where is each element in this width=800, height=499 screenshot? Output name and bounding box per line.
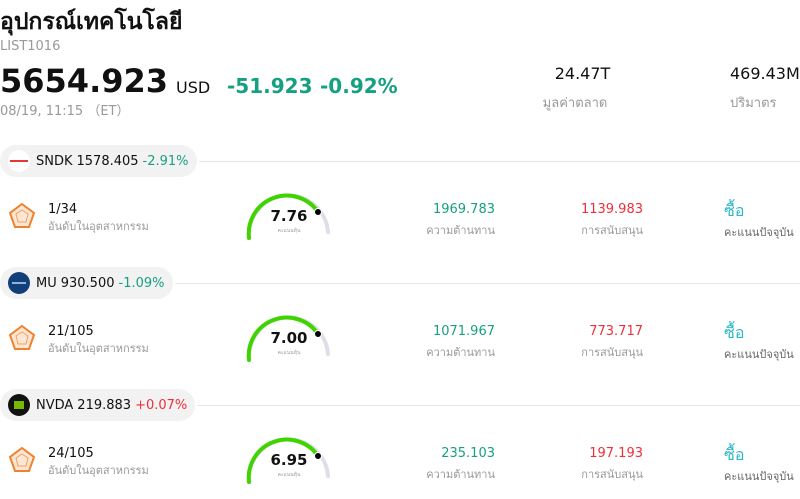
rank-icon-part — [8, 446, 36, 472]
stock-pill: SNDK 1578.405 -2.91% — [0, 145, 197, 177]
signal-label: คะแนนปัจจุบัน — [724, 348, 794, 361]
resistance-label: ความต้านทาน — [426, 224, 495, 237]
score-label: คะแนนหุ้น — [277, 472, 301, 478]
score: 7.00 — [270, 329, 308, 347]
ticker: MU — [36, 275, 57, 291]
logo-part — [8, 394, 30, 416]
title: อุปกรณ์เทคโนโลยี — [0, 9, 183, 35]
rank-icon-part — [15, 209, 29, 223]
rank: 21/105 — [48, 324, 94, 339]
rank-icon-part — [8, 324, 36, 350]
change: -1.09% — [118, 275, 165, 291]
logo-part — [8, 150, 30, 172]
rank-label: อันดับในอุตสาหกรรม — [48, 220, 149, 233]
score: 6.95 — [270, 451, 308, 469]
rank-icon-part — [15, 453, 29, 467]
rank-label: อันดับในอุตสาหกรรม — [48, 464, 149, 477]
logo-part — [14, 401, 24, 409]
gauge — [245, 314, 335, 368]
rank-icon-part — [8, 202, 36, 228]
resistance: 235.103 — [441, 446, 495, 461]
signal-label: คะแนนปัจจุบัน — [724, 226, 794, 239]
divider — [197, 405, 800, 406]
rank-icon-part — [8, 202, 36, 228]
currency: USD — [176, 78, 211, 97]
stat-value: 24.47T — [554, 64, 611, 83]
rank-icon-part — [8, 324, 36, 350]
price: 5654.923 — [0, 62, 169, 100]
stat-label: มูลค่าตลาด — [542, 96, 608, 111]
gauge-part — [246, 193, 320, 240]
logo — [8, 272, 30, 294]
change-percent: -0.92% — [320, 74, 398, 98]
divider — [175, 283, 800, 284]
rank: 24/105 — [48, 446, 94, 461]
stat-label: ปริมาตร — [730, 96, 777, 111]
ticker: SNDK — [36, 153, 73, 169]
logo-part — [10, 160, 28, 162]
support-label: การสนับสนุน — [581, 468, 643, 481]
gauge-part — [314, 208, 322, 216]
rank-icon — [8, 446, 36, 478]
stat-value: 469.43M — [730, 64, 800, 83]
support-label: การสนับสนุน — [581, 346, 643, 359]
score: 7.76 — [270, 207, 308, 225]
ticker: NVDA — [36, 397, 74, 413]
support-label: การสนับสนุน — [581, 224, 643, 237]
logo-part — [8, 272, 30, 294]
score-label: คะแนนหุ้น — [277, 350, 301, 356]
signal: ซื้อ — [724, 323, 745, 342]
price: 1578.405 — [76, 153, 139, 169]
stock-pill: NVDA 219.883 +0.07% — [0, 389, 196, 421]
resistance: 1969.783 — [432, 202, 495, 217]
gauge-part — [314, 330, 322, 338]
logo-part — [12, 282, 26, 284]
gauge — [245, 192, 335, 246]
resistance: 1071.967 — [432, 324, 495, 339]
rank-label: อันดับในอุตสาหกรรม — [48, 342, 149, 355]
resistance-label: ความต้านทาน — [426, 468, 495, 481]
code: LIST1016 — [0, 39, 61, 54]
support: 197.193 — [589, 446, 643, 461]
price: 219.883 — [77, 397, 132, 413]
gauge-part — [246, 193, 330, 240]
change: -51.923 — [227, 74, 313, 98]
signal-label: คะแนนปัจจุบัน — [724, 470, 794, 483]
change: -2.91% — [142, 153, 189, 169]
price: 930.500 — [60, 275, 115, 291]
signal: ซื้อ — [724, 201, 745, 220]
rank-icon — [8, 324, 36, 356]
rank-icon — [8, 202, 36, 234]
score-label: คะแนนหุ้น — [277, 228, 301, 234]
signal: ซื้อ — [724, 445, 745, 464]
rank-icon-part — [8, 446, 36, 472]
gauge-part — [246, 437, 330, 484]
stock-pill: MU 930.500 -1.09% — [0, 267, 173, 299]
rank: 1/34 — [48, 202, 78, 217]
gauge-part — [246, 437, 320, 484]
gauge-part — [246, 315, 330, 362]
support: 773.717 — [589, 324, 643, 339]
divider — [199, 161, 800, 162]
logo — [8, 394, 30, 416]
change: +0.07% — [135, 397, 188, 413]
gauge-part — [246, 315, 320, 362]
gauge — [245, 436, 335, 490]
support: 1139.983 — [580, 202, 643, 217]
gauge-part — [314, 452, 322, 460]
rank-icon-part — [15, 331, 29, 345]
resistance-label: ความต้านทาน — [426, 346, 495, 359]
logo — [8, 150, 30, 172]
time: 08/19, 11:15 （ET） — [0, 104, 130, 119]
